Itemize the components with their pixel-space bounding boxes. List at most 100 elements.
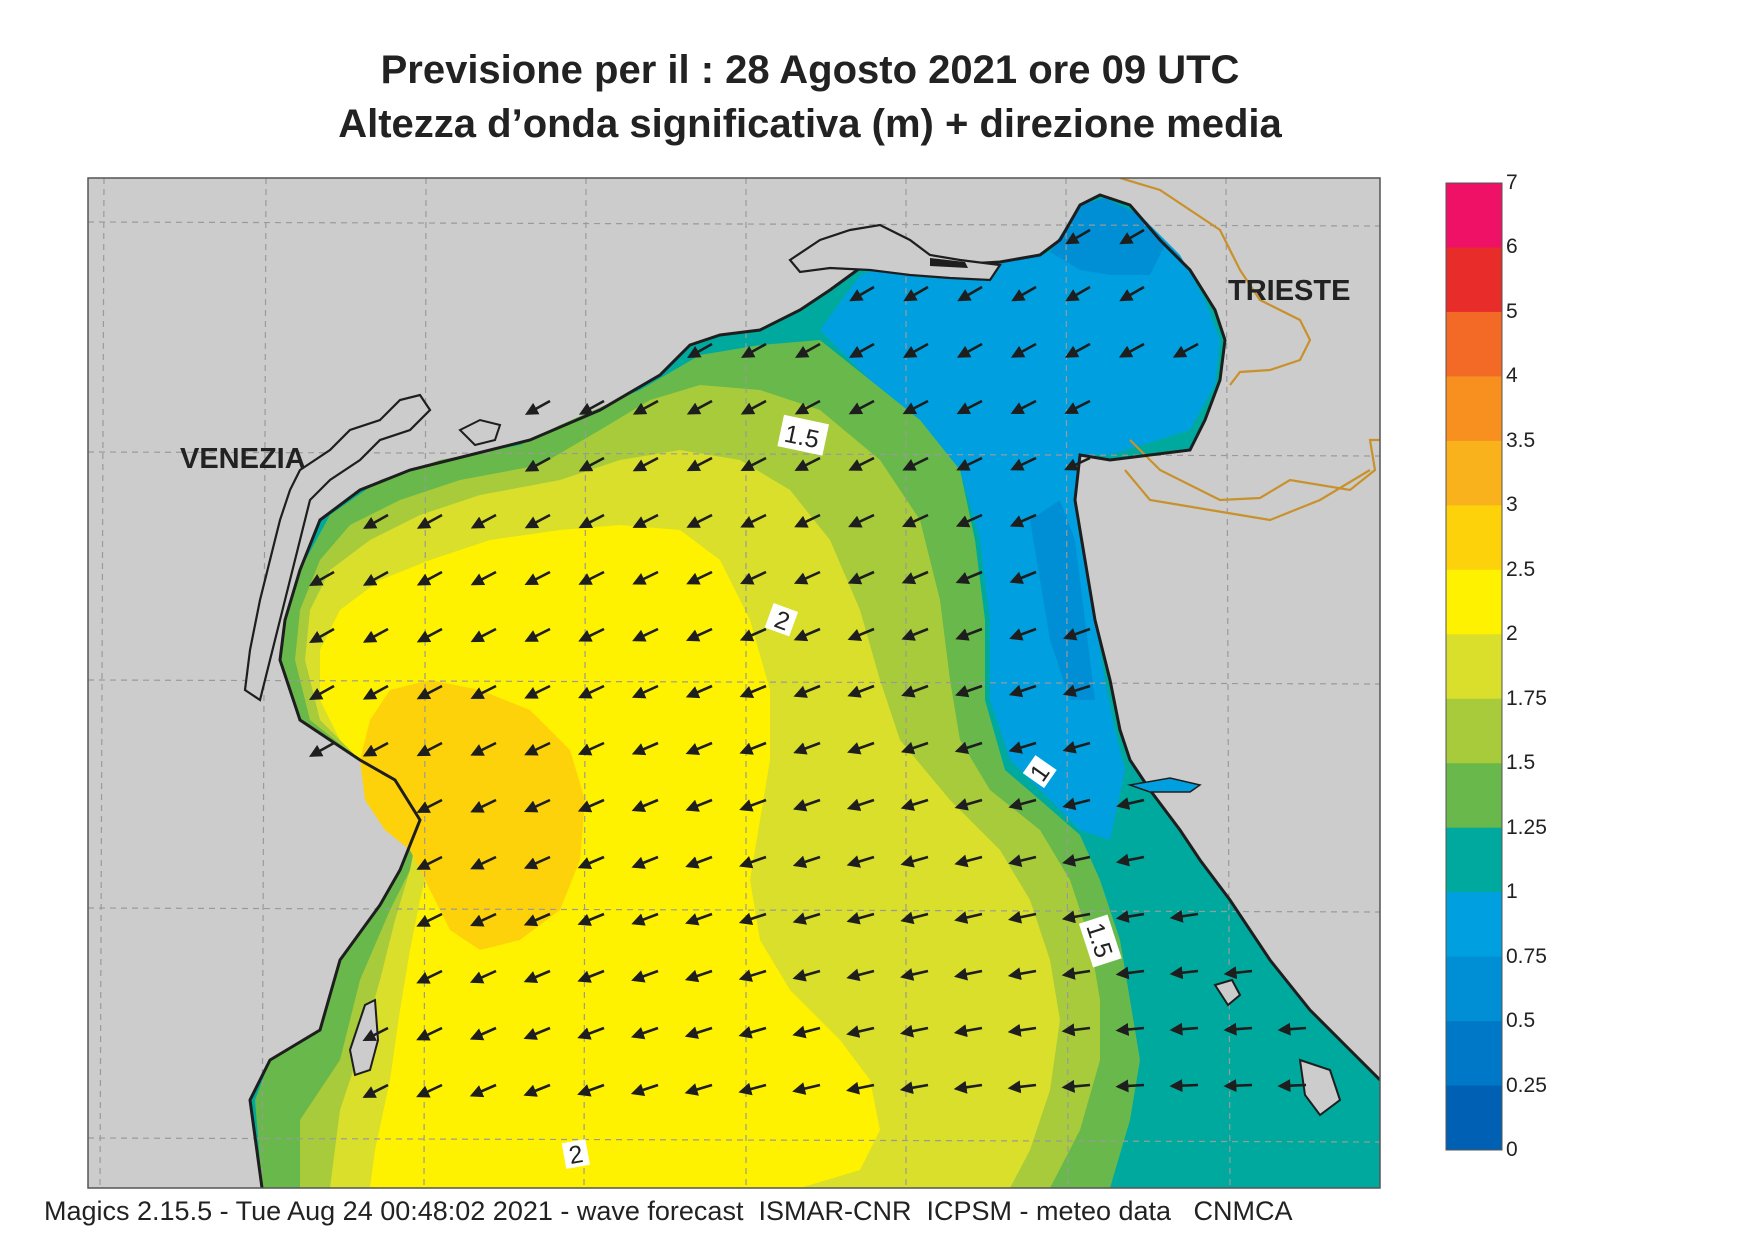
wave-arrow: [523, 969, 551, 984]
wave-arrow: [1007, 1023, 1037, 1037]
wave-arrow: [953, 967, 983, 981]
wave-arrow: [901, 513, 929, 528]
wave-arrow: [685, 912, 713, 926]
wave-arrow: [793, 684, 821, 698]
wave-arrow: [362, 684, 389, 700]
wave-arrow: [1011, 285, 1037, 302]
colorbar-label: 0.5: [1506, 1009, 1536, 1033]
place-label-venezia: VENEZIA: [180, 443, 306, 475]
wave-arrow: [1010, 342, 1037, 358]
wave-arrow: [793, 627, 821, 642]
wave-arrow: [1061, 910, 1091, 924]
wave-arrow: [848, 399, 875, 415]
wave-arrow: [955, 627, 983, 641]
wave-arrow: [1115, 853, 1145, 867]
wave-arrow: [416, 741, 443, 757]
wave-arrow: [899, 1081, 929, 1095]
wave-arrow: [1169, 1022, 1199, 1036]
wave-arrow: [795, 342, 821, 358]
wave-arrow: [954, 741, 983, 754]
wave-arrow: [524, 684, 551, 699]
colorbar-label: 2: [1506, 622, 1518, 646]
wave-arrow: [578, 399, 605, 415]
wave-arrow: [363, 513, 389, 529]
wave-arrow: [577, 1026, 605, 1040]
colorbar-swatch: [1446, 956, 1502, 1022]
colorbar-label: 4: [1506, 364, 1518, 388]
wave-arrow: [957, 285, 983, 302]
wave-arrow: [578, 627, 605, 642]
wave-arrow: [469, 969, 497, 984]
wave-arrow: [523, 1026, 551, 1040]
wave-arrow: [362, 741, 389, 757]
wave-arrow: [578, 513, 605, 529]
wave-arrow: [1115, 1079, 1145, 1093]
wave-arrow: [1118, 342, 1145, 358]
wave-arrow: [470, 912, 497, 927]
map-title-line2: Altezza d’onda significativa (m) + direz…: [338, 102, 1282, 146]
wave-arrow: [901, 684, 929, 698]
wave-arrow: [631, 741, 659, 756]
wave-arrow: [956, 456, 983, 471]
wave-arrow: [470, 627, 497, 643]
wave-arrow: [416, 1083, 443, 1098]
wave-arrow: [1065, 228, 1091, 245]
wave-arrow: [1115, 1022, 1145, 1036]
wave-arrow: [849, 285, 875, 302]
wave-arrow: [686, 513, 713, 528]
wave-arrow: [954, 798, 983, 811]
wave-arrow: [416, 798, 443, 813]
colorbar-label: 0.75: [1506, 944, 1547, 968]
wave-arrow: [794, 513, 821, 528]
wave-arrow: [741, 342, 767, 358]
colorbar-swatch: [1446, 440, 1502, 506]
colorbar-swatch: [1446, 1021, 1502, 1087]
wave-arrow: [1009, 513, 1037, 528]
wave-arrow: [845, 1081, 875, 1095]
wave-arrow: [738, 1026, 767, 1039]
wave-zone-darkblue: [1030, 198, 1165, 700]
wave-arrow: [902, 399, 929, 415]
lagoon-island: [458, 418, 502, 447]
wave-arrow: [740, 399, 767, 415]
wave-arrow: [686, 456, 713, 472]
wave-arrow: [631, 912, 659, 926]
wave-arrow: [846, 911, 875, 925]
wave-arrow: [1064, 342, 1091, 358]
wave-arrow: [577, 912, 605, 926]
wave-arrow: [738, 912, 767, 926]
wave-arrow: [1277, 1079, 1307, 1093]
wave-arrow: [524, 570, 551, 586]
wave-arrow: [847, 741, 875, 755]
wave-arrow: [309, 627, 335, 643]
wave-arrow: [792, 968, 821, 982]
wave-arrow: [630, 1083, 659, 1097]
wave-arrow: [848, 456, 875, 471]
wave-arrow: [902, 456, 929, 471]
wave-arrow: [739, 627, 767, 642]
wave-arrow: [846, 1025, 875, 1038]
wave-arrow: [899, 1024, 929, 1038]
wave-arrow: [524, 627, 551, 642]
wave-arrow: [1061, 1079, 1091, 1093]
colorbar-label: 0: [1506, 1138, 1518, 1161]
wave-arrow: [1172, 342, 1199, 358]
wave-arrow: [740, 456, 767, 471]
wave-arrow: [685, 741, 713, 755]
wave-arrow: [1223, 966, 1253, 980]
wave-arrow: [416, 570, 443, 586]
wave-arrow: [685, 627, 713, 642]
wave-arrow: [792, 912, 821, 925]
wave-direction-arrows: [309, 228, 1307, 1098]
wave-arrow: [1010, 399, 1037, 414]
wave-arrow: [954, 854, 983, 868]
wave-arrow: [955, 570, 983, 584]
wave-arrow: [1061, 1023, 1091, 1037]
wave-arrow: [793, 570, 821, 585]
wave-arrow: [738, 1082, 767, 1096]
wave-arrow: [847, 570, 875, 585]
colorbar-swatch: [1446, 247, 1502, 313]
contour-label-group: 1.5 2 1 1.5 2: [561, 414, 1122, 1170]
colorbar-label: 7: [1506, 171, 1518, 194]
